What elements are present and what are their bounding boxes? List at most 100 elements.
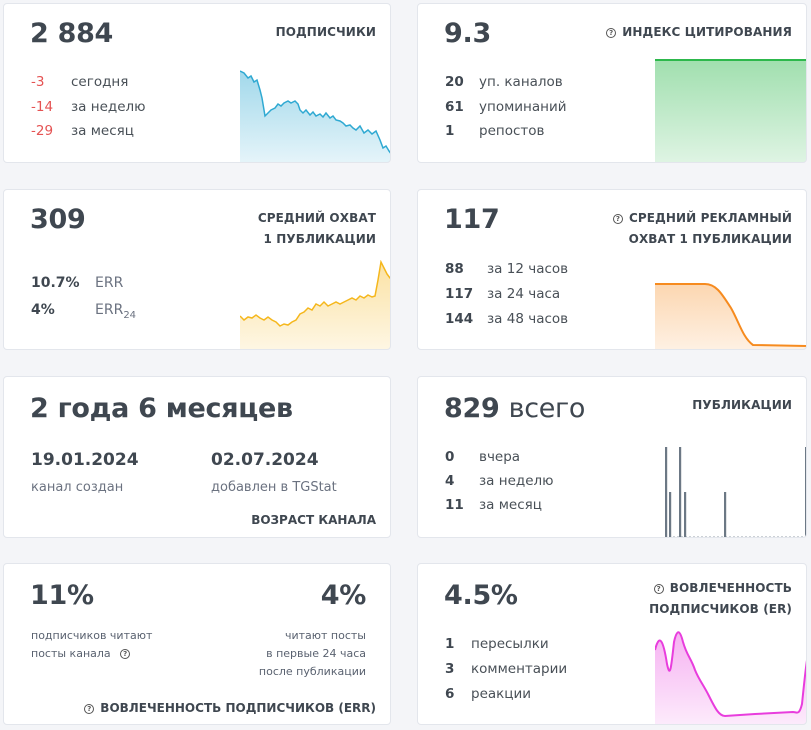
ad-reach-card[interactable]: 117 ? СРЕДНИЙ РЕКЛАМНЫЙ ОХВАТ 1 ПУБЛИКАЦИ… <box>417 189 807 350</box>
err-card[interactable]: 11% 4% подписчиков читают посты канала ?… <box>3 563 391 725</box>
er-card[interactable]: 4.5% ? ВОВЛЕЧЕННОСТЬ ПОДПИСЧИКОВ (ER) 1 п… <box>417 563 807 725</box>
stat-row-err: 10.7% ERR <box>31 275 123 291</box>
stat-value: 1 <box>445 636 455 652</box>
stat-label: за месяц <box>71 123 134 139</box>
stat-row-month: 11 за месяц <box>445 497 542 513</box>
err-left-line1: подписчиков читают <box>31 629 153 642</box>
er-title-line1: ? ВОВЛЕЧЕННОСТЬ <box>649 578 792 599</box>
stat-label: за 12 часов <box>487 261 569 277</box>
err-right-line3: после публикации <box>258 665 366 678</box>
stat-value: -14 <box>31 99 54 115</box>
publications-total: 829 <box>444 393 500 424</box>
stat-row-month: -29 за месяц <box>31 123 134 139</box>
stat-label: вчера <box>479 449 521 465</box>
citation-index: 9.3 <box>444 18 491 49</box>
bar <box>684 492 687 537</box>
err-left-line2: посты канала <box>31 647 111 660</box>
stat-label: за неделю <box>71 99 146 115</box>
citation-card[interactable]: 9.3 ? ИНДЕКС ЦИТИРОВАНИЯ 20 уп. каналов 6… <box>417 3 807 163</box>
stat-row-channels: 20 уп. каналов <box>445 74 563 90</box>
stat-value: 117 <box>445 286 474 302</box>
err-left-text: подписчиков читают посты канала ? <box>31 627 152 663</box>
stat-row-48h: 144 за 48 часов <box>445 311 568 327</box>
err-label: ERR <box>95 302 124 318</box>
err-left-line2-row: посты канала ? <box>31 645 152 663</box>
ad-reach-sparkline <box>655 283 806 349</box>
ad-reach-title: ? СРЕДНИЙ РЕКЛАМНЫЙ ОХВАТ 1 ПУБЛИКАЦИИ <box>612 208 792 250</box>
stat-value: 4% <box>31 302 55 318</box>
er-title: ? ВОВЛЕЧЕННОСТЬ ПОДПИСЧИКОВ (ER) <box>649 578 792 620</box>
stat-row-reactions: 6 реакции <box>445 686 531 702</box>
bar <box>805 447 806 537</box>
subscribers-card[interactable]: 2 884 ПОДПИСЧИКИ -3 сегодня -14 за недел… <box>3 3 391 163</box>
stat-label: за 24 часа <box>487 286 561 302</box>
publications-card[interactable]: 829 всего ПУБЛИКАЦИИ 0 вчера 4 за неделю… <box>417 376 807 538</box>
err-subscript: 24 <box>123 309 137 321</box>
stat-value: -3 <box>31 74 45 90</box>
info-icon[interactable]: ? <box>606 28 617 38</box>
stat-value: 10.7% <box>31 275 80 291</box>
er-value: 4.5% <box>444 580 518 611</box>
stat-label: пересылки <box>471 636 549 652</box>
stat-value: 0 <box>445 449 455 465</box>
channel-age: 2 года 6 месяцев <box>30 393 293 424</box>
publications-suffix: всего <box>508 393 586 424</box>
citation-sparkline <box>655 59 806 162</box>
stat-row-err24: 4% ERR24 <box>31 302 136 321</box>
channel-age-title: ВОЗРАСТ КАНАЛА <box>251 513 376 527</box>
area-fill <box>655 60 806 162</box>
line <box>240 70 390 154</box>
created-date: 19.01.2024 <box>31 450 139 470</box>
stat-label: сегодня <box>71 74 129 90</box>
info-icon[interactable]: ? <box>120 649 131 659</box>
citation-title-text: ИНДЕКС ЦИТИРОВАНИЯ <box>622 25 792 39</box>
stat-label: комментарии <box>471 661 568 677</box>
stat-row-mentions: 61 упоминаний <box>445 99 567 115</box>
line <box>655 283 806 347</box>
err-right-line1: читают посты <box>284 629 366 642</box>
stat-value: 88 <box>445 261 464 277</box>
stat-value: 61 <box>445 99 464 115</box>
stat-label: репостов <box>479 123 545 139</box>
channel-age-card[interactable]: 2 года 6 месяцев 19.01.2024 канал создан… <box>3 376 391 538</box>
stat-row-today: -3 сегодня <box>31 74 128 90</box>
er-sparkline <box>655 631 806 724</box>
stat-row-week: 4 за неделю <box>445 473 554 489</box>
err-footer: ? ВОВЛЕЧЕННОСТЬ ПОДПИСЧИКОВ (ERR) <box>84 701 376 715</box>
stat-row-12h: 88 за 12 часов <box>445 261 568 277</box>
err-right-value: 4% <box>320 580 367 611</box>
reach-sparkline <box>240 260 390 349</box>
stat-value: 6 <box>445 686 455 702</box>
publications-bars <box>665 447 806 537</box>
err-right-text: читают посты в первые 24 часа после публ… <box>259 627 366 681</box>
err-left-value: 11% <box>30 580 94 611</box>
stat-value: 4 <box>445 473 455 489</box>
stat-row-24h: 117 за 24 часа <box>445 286 560 302</box>
line <box>655 631 806 718</box>
reach-card[interactable]: 309 СРЕДНИЙ ОХВАТ 1 ПУБЛИКАЦИИ 10.7% ERR… <box>3 189 391 350</box>
stat-row-week: -14 за неделю <box>31 99 146 115</box>
stat-label: упоминаний <box>479 99 567 115</box>
citation-title: ? ИНДЕКС ЦИТИРОВАНИЯ <box>606 22 792 43</box>
stat-label: ERR24 <box>95 302 136 321</box>
reach-title: СРЕДНИЙ ОХВАТ 1 ПУБЛИКАЦИИ <box>258 208 376 250</box>
stat-value: 1 <box>445 123 455 139</box>
stat-label: ERR <box>95 275 124 291</box>
info-icon[interactable]: ? <box>84 704 95 714</box>
bar <box>679 447 682 537</box>
stat-label: уп. каналов <box>479 74 563 90</box>
stat-row-comments: 3 комментарии <box>445 661 567 677</box>
info-icon[interactable]: ? <box>612 214 623 224</box>
stat-row-forwards: 1 пересылки <box>445 636 549 652</box>
stat-value: 20 <box>445 74 464 90</box>
added-label: добавлен в TGStat <box>211 480 337 495</box>
stat-value: 11 <box>445 497 464 513</box>
info-icon[interactable]: ? <box>653 584 664 594</box>
ad-reach-title-text: СРЕДНИЙ РЕКЛАМНЫЙ <box>628 211 792 225</box>
reach-title-line1: СРЕДНИЙ ОХВАТ <box>257 211 376 225</box>
ad-reach-title-line1: ? СРЕДНИЙ РЕКЛАМНЫЙ <box>612 208 792 229</box>
stat-row-reposts: 1 репостов <box>445 123 544 139</box>
area-fill <box>655 284 806 349</box>
err-right-line2: в первые 24 часа <box>266 647 366 660</box>
bar <box>669 492 672 537</box>
